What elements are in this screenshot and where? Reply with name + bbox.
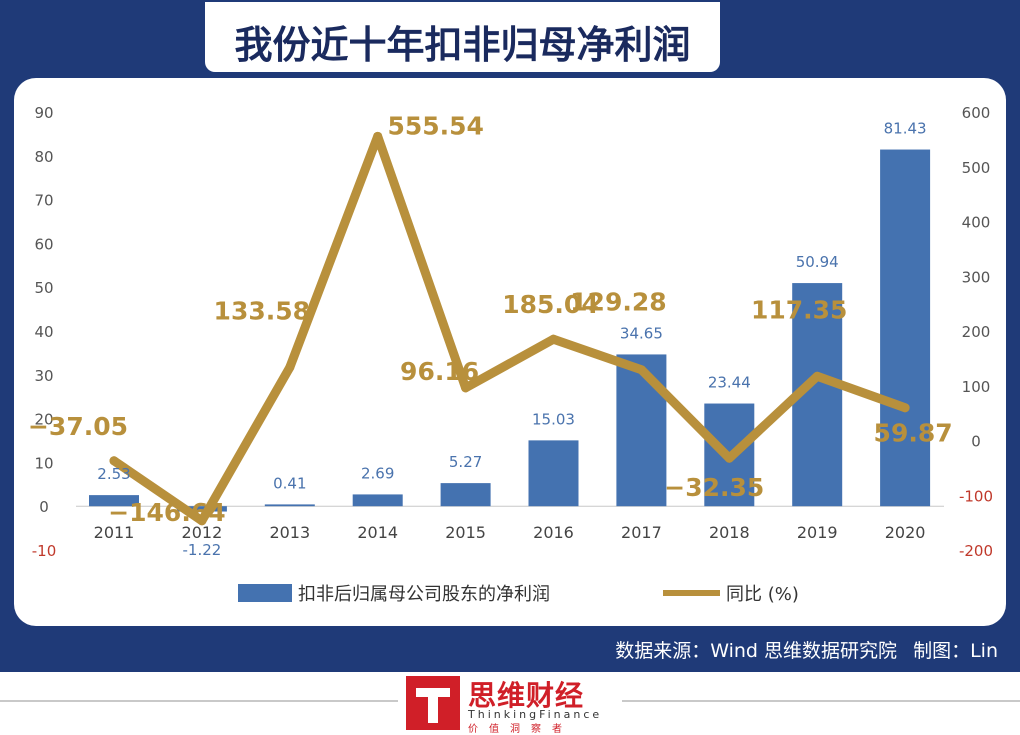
bar: [440, 483, 491, 507]
y-left-tick: 50: [34, 279, 53, 297]
legend-bar-label: 扣非后归属母公司股东的净利润: [298, 584, 550, 605]
logo-name: 思维财经: [468, 679, 585, 712]
chart-labels: 9080706050403020100-10600500400300200100…: [28, 104, 993, 560]
y-right-tick: -200: [959, 542, 993, 560]
y-left-tick: 70: [34, 192, 53, 210]
line-point: [285, 362, 295, 372]
line-value-label: 96.16: [400, 357, 479, 386]
source-note: 数据来源：Wind 思维数据研究院 制图：Lin: [605, 636, 998, 663]
logo-tagline: 价值洞察者: [468, 724, 573, 735]
y-left-tick: 10: [34, 454, 53, 472]
line-value-label: 117.35: [751, 295, 847, 324]
line-value-label: 185.04: [502, 290, 598, 319]
x-tick-label: 2012: [182, 523, 223, 542]
y-right-tick: 100: [962, 378, 991, 396]
x-tick-label: 2020: [885, 523, 926, 542]
line-point: [724, 453, 734, 463]
bar-value-label: 50.94: [796, 253, 839, 271]
x-tick-label: 2016: [533, 523, 574, 542]
y-right-tick: 200: [962, 323, 991, 341]
y-right-tick: 0: [971, 433, 981, 451]
maker-label: 制图：Lin: [913, 640, 998, 662]
line-point: [812, 371, 822, 381]
bar: [352, 494, 403, 507]
x-tick-label: 2013: [269, 523, 310, 542]
line-series: [109, 131, 910, 526]
bar-value-label: -1.22: [182, 541, 221, 559]
bar-value-label: 5.27: [449, 453, 482, 471]
x-tick-label: 2014: [357, 523, 398, 542]
footer-divider-left: [0, 700, 398, 702]
line-point: [109, 456, 119, 466]
bar-value-label: 23.44: [708, 374, 751, 392]
line-value-label: 555.54: [387, 111, 483, 140]
y-left-tick: 30: [34, 367, 53, 385]
logo-english: ThinkingFinance: [468, 708, 603, 721]
chart-title: 我份近十年扣非归母净利润: [234, 23, 691, 67]
bar-value-label: 15.03: [532, 410, 575, 428]
y-left-tick: 60: [34, 235, 53, 253]
line-value-label: 59.87: [874, 419, 953, 448]
line-value-label: −32.35: [664, 473, 764, 502]
footer-divider-right: [622, 700, 1020, 702]
x-tick-label: 2017: [621, 523, 662, 542]
line-value-label: 129.28: [570, 288, 666, 317]
x-tick-label: 2018: [709, 523, 750, 542]
y-left-tick: -10: [32, 542, 57, 560]
legend: 扣非后归属母公司股东的净利润 同比 (%): [238, 584, 799, 605]
bar-value-label: 81.43: [884, 120, 927, 138]
line-point: [636, 365, 646, 375]
bar: [176, 506, 227, 512]
y-left-tick: 0: [39, 498, 49, 516]
y-left-tick: 90: [34, 104, 53, 122]
bar-value-label: 2.53: [97, 465, 130, 483]
bar: [264, 504, 315, 507]
line-path: [109, 131, 910, 526]
legend-line-label: 同比 (%): [726, 584, 799, 605]
y-right-tick: -100: [959, 487, 993, 505]
bar-value-label: 34.65: [620, 324, 663, 342]
title-banner: 我份近十年扣非归母净利润: [205, 2, 720, 72]
source-label: 数据来源：Wind 思维数据研究院: [615, 640, 898, 662]
line-point: [461, 383, 471, 393]
y-left-tick: 80: [34, 148, 53, 166]
x-tick-label: 2019: [797, 523, 838, 542]
line-point: [373, 131, 383, 141]
bar: [89, 495, 139, 507]
y-left-tick: 20: [34, 411, 53, 429]
logo-icon: [406, 676, 460, 730]
y-right-tick: 600: [962, 104, 991, 122]
y-left-tick: 40: [34, 323, 53, 341]
x-tick-label: 2011: [94, 523, 135, 542]
line-point: [549, 334, 558, 344]
y-right-tick: 500: [962, 159, 991, 177]
bar: [528, 440, 579, 507]
chart-svg: 9080706050403020100-10600500400300200100…: [28, 104, 993, 605]
bar-series: [76, 149, 944, 512]
line-point: [197, 516, 207, 526]
y-right-tick: 300: [962, 268, 991, 286]
line-value-label: −146.64: [108, 498, 225, 527]
x-tick-label: 2015: [445, 523, 486, 542]
y-right-tick: 400: [962, 214, 991, 232]
line-point: [900, 403, 910, 413]
line-value-label: 133.58: [214, 296, 310, 325]
bar: [880, 149, 931, 507]
bar: [616, 354, 667, 507]
legend-bar-swatch: [238, 584, 292, 602]
line-value-label: −37.05: [28, 412, 128, 441]
bar-value-label: 2.69: [361, 464, 394, 482]
bar-value-label: 0.41: [273, 474, 306, 492]
